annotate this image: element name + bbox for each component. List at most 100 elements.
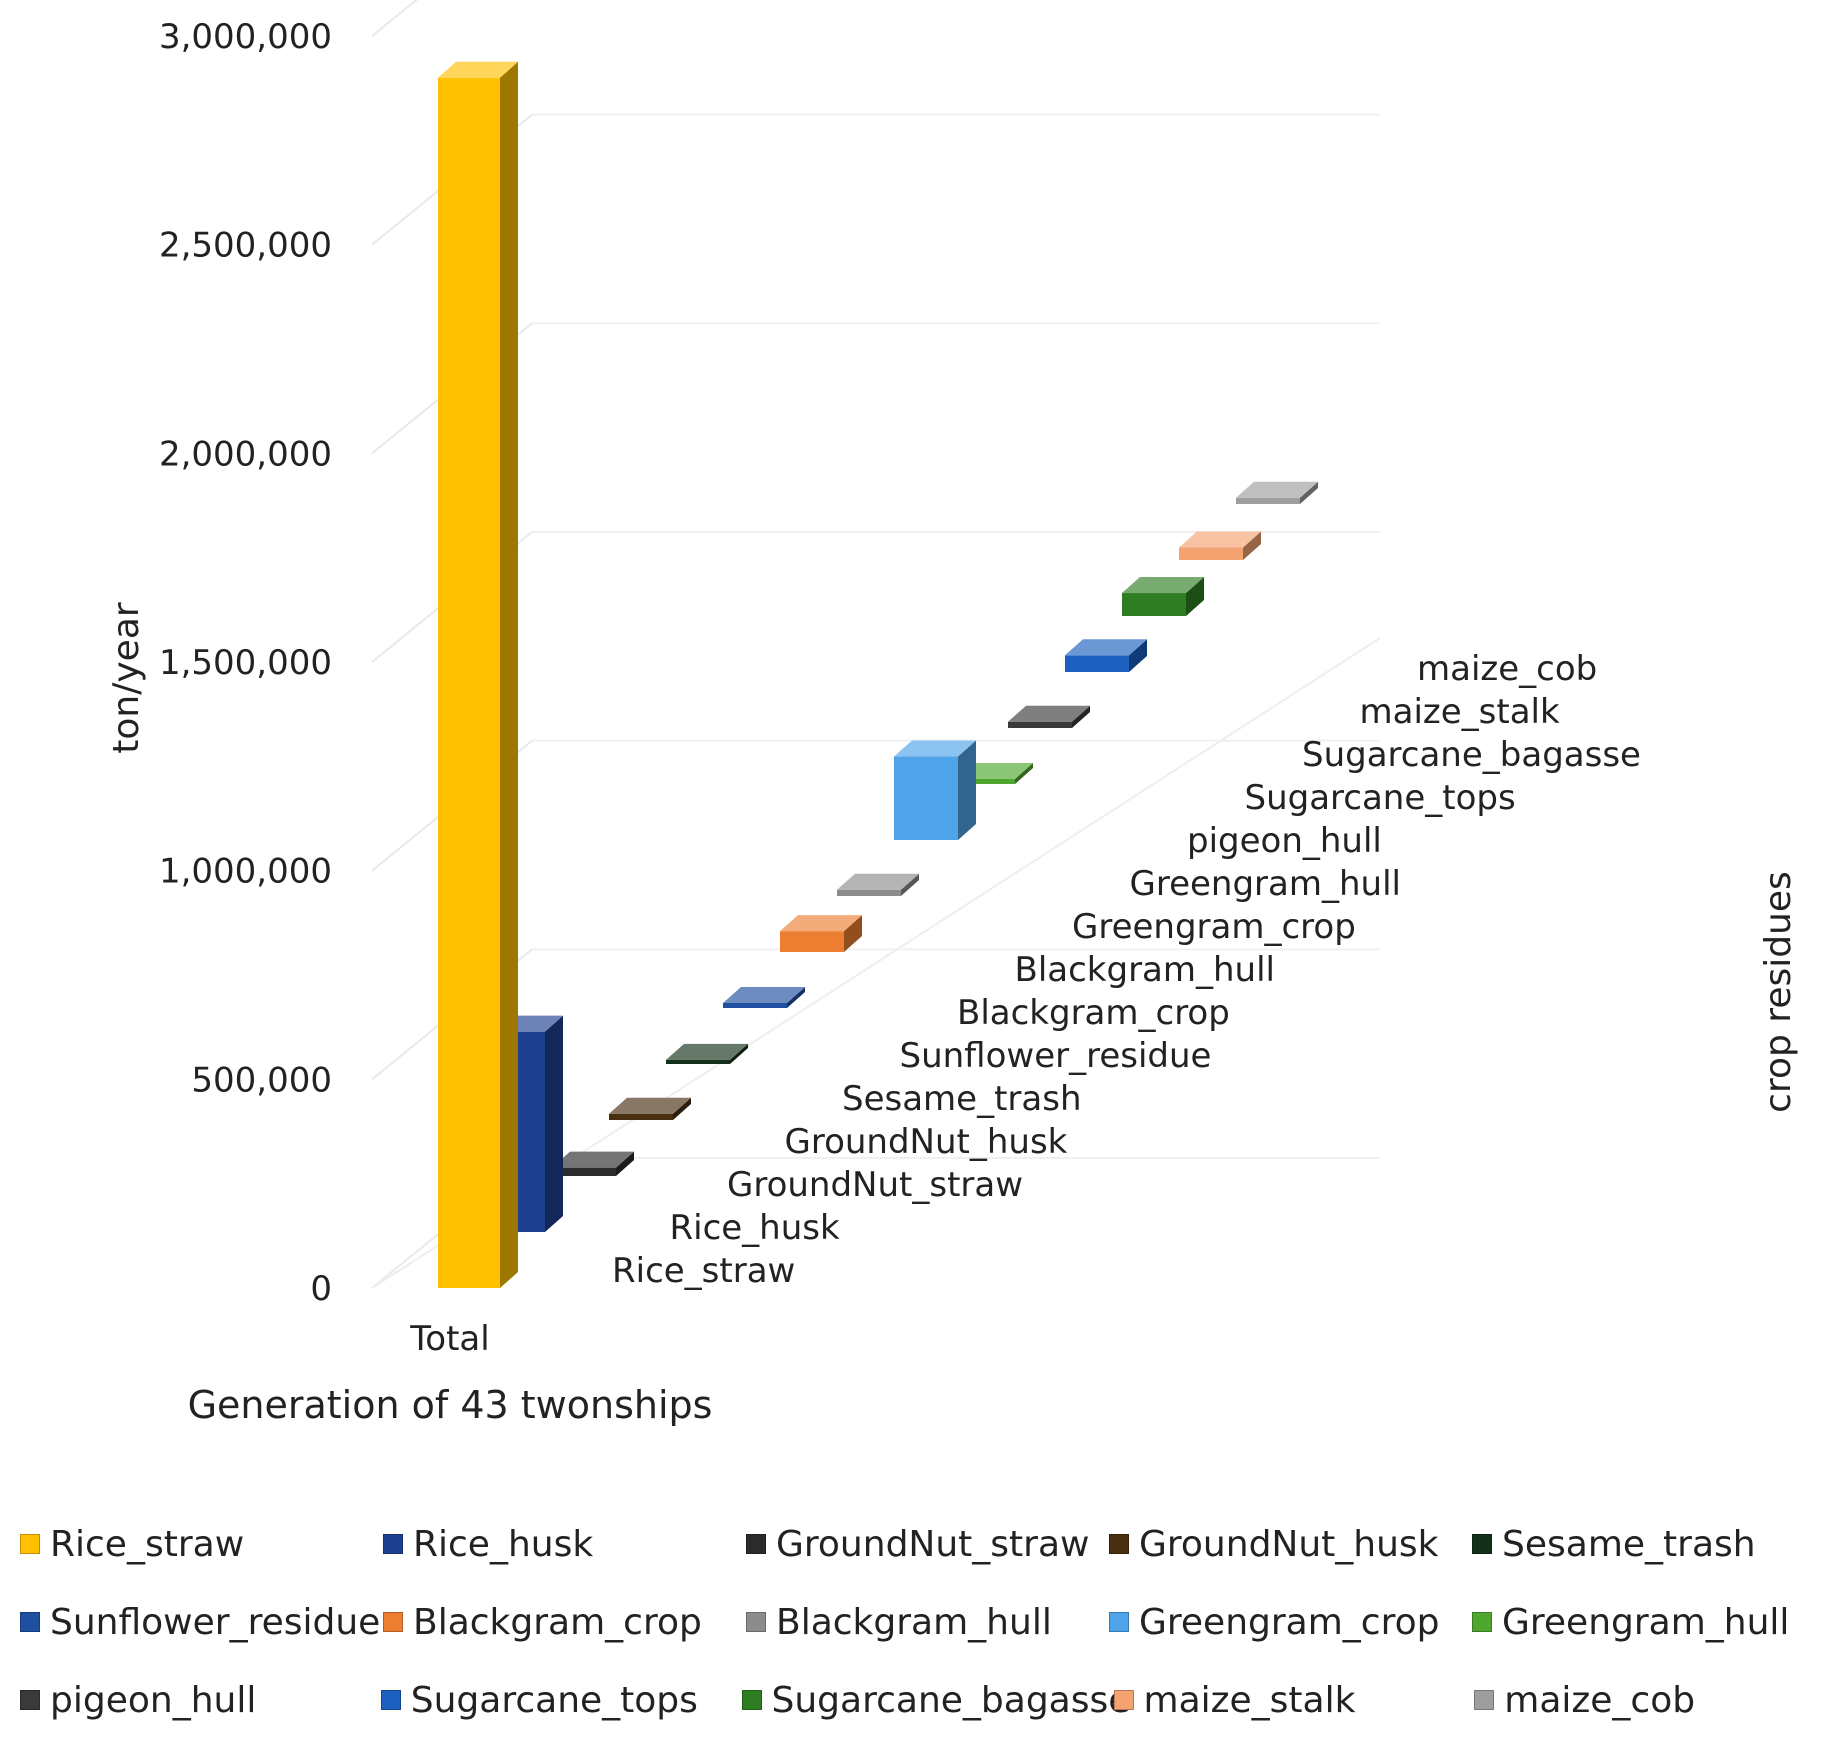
legend-item: Blackgram_hull <box>746 1602 1109 1643</box>
y-tick-label: 500,000 <box>191 1060 332 1100</box>
bar-maize_cob <box>1236 481 1318 504</box>
series-axis-label: Blackgram_hull <box>1015 950 1276 990</box>
bar-top-face <box>723 986 805 1003</box>
series-axis-label: GroundNut_husk <box>785 1122 1068 1162</box>
bar-side-face <box>1015 762 1033 784</box>
legend-label: Greengram_crop <box>1139 1601 1440 1643</box>
series-axis-label: Greengram_crop <box>1072 907 1356 947</box>
bar-front-face <box>552 1167 616 1176</box>
bar-side-face <box>844 915 862 952</box>
bar-top-face <box>894 740 976 757</box>
bar-maize_stalk <box>1179 531 1261 560</box>
bar-front-face <box>666 1059 730 1064</box>
bar-side-face <box>673 1097 691 1120</box>
legend-item: Rice_husk <box>383 1524 746 1565</box>
legend-label: Sesame_trash <box>1502 1523 1756 1565</box>
y-axis: 0 500,000 1,000,000 1,500,000 2,000,000 2,500… <box>159 17 332 1309</box>
legend-label: Rice_husk <box>413 1523 594 1565</box>
legend-label: GroundNut_husk <box>1139 1523 1439 1565</box>
bar-top-face <box>1179 531 1261 548</box>
legend-label: pigeon_hull <box>50 1679 257 1721</box>
legend-swatch-icon <box>746 1534 766 1554</box>
legend-swatch-icon <box>20 1534 40 1554</box>
legend-label: maize_stalk <box>1143 1679 1356 1721</box>
legend-item: Greengram_crop <box>1109 1602 1472 1643</box>
series-axis-label: Rice_straw <box>612 1251 795 1291</box>
bar-side-face <box>616 1151 634 1176</box>
bar-side-face <box>1072 705 1090 728</box>
y-tick-label: 0 <box>310 1269 332 1309</box>
legend-swatch-icon <box>1472 1612 1492 1632</box>
bar-Sugarcane_tops <box>1065 639 1147 672</box>
y-tick-label: 3,000,000 <box>159 17 332 57</box>
series-axis-label: Blackgram_crop <box>957 993 1230 1033</box>
series-axis-label: Greengram_hull <box>1130 864 1401 904</box>
legend-swatch-icon <box>741 1690 762 1710</box>
legend-item: pigeon_hull <box>20 1680 381 1721</box>
bar-side-face <box>500 61 518 1289</box>
series-axis-label: pigeon_hull <box>1187 821 1382 861</box>
legend-label: maize_cob <box>1504 1679 1696 1721</box>
bar-top-face <box>666 1043 748 1060</box>
legend-swatch-icon <box>1474 1690 1495 1710</box>
bar-side-face <box>730 1043 748 1064</box>
bar-side-face <box>958 740 976 840</box>
legend-swatch-icon <box>383 1534 403 1554</box>
bar-side-face <box>1129 639 1147 672</box>
y-tick-label: 2,500,000 <box>159 226 332 266</box>
legend-label: Blackgram_crop <box>413 1601 702 1643</box>
legend-label: Sugarcane_bagasse <box>771 1679 1131 1721</box>
legend-item: GroundNut_husk <box>1109 1524 1472 1565</box>
legend-label: Sugarcane_tops <box>410 1679 698 1721</box>
bar-pigeon_hull <box>1008 705 1090 728</box>
bar-front-face <box>1236 497 1300 504</box>
bar-GroundNut_straw <box>552 1151 634 1176</box>
bar-front-face <box>1008 721 1072 728</box>
depth-axis-title: crop residues <box>1758 871 1799 1113</box>
bar-Rice_straw <box>438 61 518 1289</box>
legend-item: Sugarcane_tops <box>380 1679 742 1721</box>
y-axis-title: ton/year <box>106 602 147 754</box>
legend-item: maize_stalk <box>1113 1679 1475 1721</box>
bar-front-face <box>837 889 901 896</box>
legend-label: Blackgram_hull <box>776 1601 1052 1643</box>
y-tick-label: 2,000,000 <box>159 434 332 474</box>
legend-item: GroundNut_straw <box>746 1524 1109 1565</box>
legend-label: Rice_straw <box>50 1523 245 1565</box>
bar-Sunflower_residue <box>723 986 805 1008</box>
bar-top-face <box>609 1097 691 1114</box>
gridline-diagonal <box>371 0 418 37</box>
legend-item: Sunflower_residue <box>20 1602 383 1643</box>
legend-swatch-icon <box>1472 1534 1492 1554</box>
series-axis-label: Sesame_trash <box>842 1079 1082 1119</box>
bar-side-face <box>1300 481 1318 504</box>
series-axis-label: GroundNut_straw <box>727 1165 1023 1205</box>
bar-top-face <box>837 873 919 890</box>
legend-row: pigeon_hull Sugarcane_tops Sugarcane_bagas… <box>20 1661 1835 1739</box>
bar-top-face <box>780 915 862 932</box>
chart-3d-column: 0 500,000 1,000,000 1,500,000 2,000,000 2,500… <box>106 0 1799 1427</box>
legend-swatch-icon <box>1109 1534 1129 1554</box>
bar-top-face <box>438 61 518 78</box>
bar-Greengram_crop <box>894 740 976 840</box>
bar-front-face <box>951 778 1015 784</box>
series-axis-labels: maize_cobmaize_stalkSugarcane_bagasseSug… <box>612 649 1641 1291</box>
legend-item: Greengram_hull <box>1472 1602 1835 1643</box>
series-axis-label: Sugarcane_tops <box>1245 778 1516 818</box>
legend-swatch-icon <box>1109 1612 1129 1632</box>
bar-front-face <box>723 1002 787 1008</box>
y-tick-label: 1,000,000 <box>159 852 332 892</box>
legend-item: Rice_straw <box>20 1524 383 1565</box>
bar-top-face <box>1008 705 1090 722</box>
legend-row: Sunflower_residue Blackgram_crop Blackgram… <box>20 1583 1835 1661</box>
bar-top-face <box>1065 639 1147 656</box>
series-axis-label: maize_cob <box>1417 649 1597 689</box>
bar-GroundNut_husk <box>609 1097 691 1120</box>
legend: Rice_straw Rice_husk GroundNut_straw Ground… <box>20 1505 1835 1739</box>
legend-row: Rice_straw Rice_husk GroundNut_straw Ground… <box>20 1505 1835 1583</box>
legend-item: Sugarcane_bagasse <box>741 1680 1130 1721</box>
legend-swatch-icon <box>1113 1690 1134 1710</box>
bar-front-face <box>894 756 958 840</box>
bar-Blackgram_crop <box>780 915 862 952</box>
legend-swatch-icon <box>380 1690 401 1710</box>
